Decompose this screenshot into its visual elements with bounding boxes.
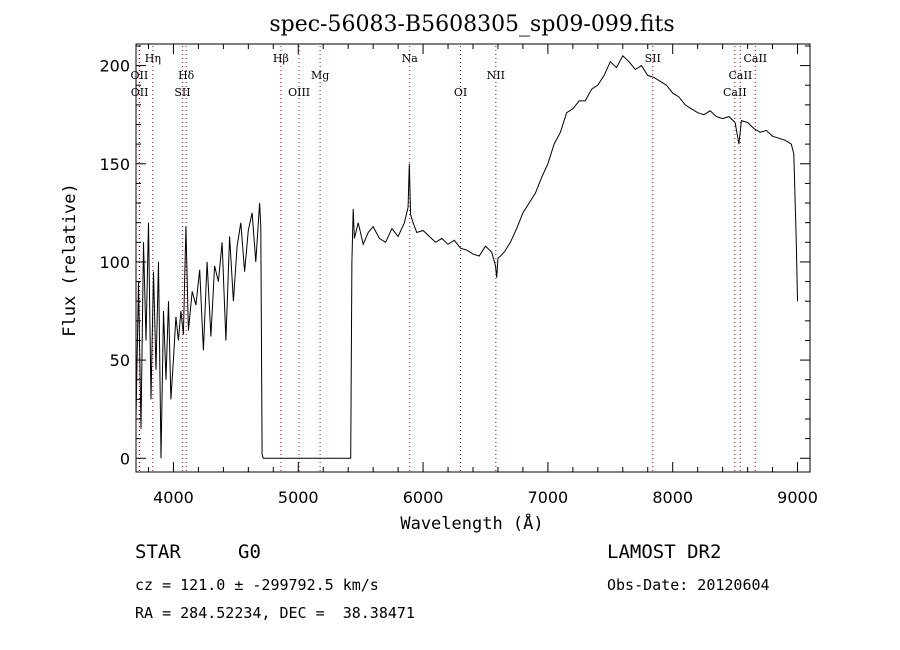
spectrum-line [135, 54, 798, 459]
sky-coordinates: RA = 284.52234, DEC = 38.38471 [135, 604, 415, 622]
line-label: SII [645, 52, 661, 65]
plot-frame [135, 43, 811, 473]
x-tick-label: 5000 [278, 488, 319, 507]
line-label: Na [402, 52, 419, 65]
x-tick-label: 4000 [153, 488, 194, 507]
line-label: NII [487, 69, 505, 82]
x-axis: 4000 5000 6000 7000 8000 9000 [147, 44, 818, 507]
y-tick-label: 150 [99, 155, 130, 174]
y-tick-label: 200 [99, 57, 130, 76]
x-tick-label: 7000 [528, 488, 569, 507]
line-label: Hβ [273, 52, 289, 65]
line-label: OII [131, 69, 149, 82]
x-tick-label: 9000 [777, 488, 818, 507]
line-label: Hδ [178, 69, 195, 82]
chart-title: spec-56083-B5608305_sp09-099.fits [269, 12, 674, 37]
y-tick-label: 50 [110, 351, 130, 370]
line-label: SII [174, 86, 190, 99]
y-tick-label: 0 [120, 449, 130, 468]
spectral-line-markers [138, 46, 756, 472]
line-label: OII [131, 86, 149, 99]
x-axis-label: Wavelength (Å) [400, 512, 543, 534]
object-class: STAR [135, 541, 181, 563]
y-axis: 0 50 100 150 200 [99, 45, 810, 468]
line-label: CaII [729, 69, 753, 82]
line-label: OIII [288, 86, 310, 99]
line-label: Mg [311, 69, 329, 82]
line-label: CaII [743, 52, 767, 65]
observation-date: Obs-Date: 20120604 [607, 576, 770, 594]
object-subclass: G0 [238, 541, 261, 563]
line-label: Hη [145, 52, 161, 65]
y-axis-label: Flux (relative) [60, 183, 80, 337]
redshift-velocity: cz = 121.0 ± -299792.5 km/s [135, 576, 379, 594]
x-tick-label: 8000 [652, 488, 693, 507]
y-tick-label: 100 [99, 253, 130, 272]
line-label: CaII [723, 86, 747, 99]
survey-name: LAMOST DR2 [607, 541, 722, 563]
line-label: OI [454, 86, 467, 99]
x-tick-label: 6000 [403, 488, 444, 507]
